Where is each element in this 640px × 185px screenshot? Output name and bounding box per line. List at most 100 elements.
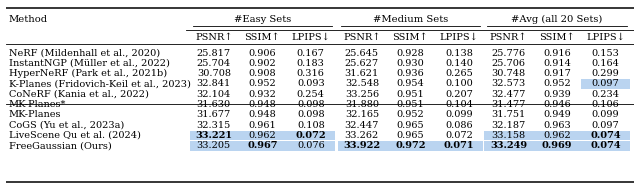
Text: 33.256: 33.256 bbox=[345, 90, 379, 99]
Text: InstantNGP (Müller et al., 2022): InstantNGP (Müller et al., 2022) bbox=[9, 59, 170, 68]
Text: 0.254: 0.254 bbox=[297, 90, 324, 99]
Text: K-Planes (Fridovich-Keil et al., 2023): K-Planes (Fridovich-Keil et al., 2023) bbox=[9, 79, 191, 88]
FancyBboxPatch shape bbox=[189, 141, 238, 151]
FancyBboxPatch shape bbox=[484, 131, 533, 140]
Text: 0.928: 0.928 bbox=[396, 49, 424, 58]
Text: 0.952: 0.952 bbox=[248, 79, 276, 88]
Text: 30.708: 30.708 bbox=[196, 69, 231, 78]
Text: 31.621: 31.621 bbox=[345, 69, 379, 78]
Text: 0.936: 0.936 bbox=[396, 69, 424, 78]
Text: 32.447: 32.447 bbox=[344, 121, 379, 130]
Text: 0.972: 0.972 bbox=[395, 141, 426, 150]
Text: 31.751: 31.751 bbox=[492, 110, 525, 119]
Text: 0.951: 0.951 bbox=[396, 100, 424, 109]
Text: 0.906: 0.906 bbox=[248, 49, 276, 58]
Text: 32.548: 32.548 bbox=[345, 79, 379, 88]
Text: 0.138: 0.138 bbox=[445, 49, 473, 58]
Text: 0.098: 0.098 bbox=[297, 110, 324, 119]
Text: 0.952: 0.952 bbox=[396, 110, 424, 119]
Text: 0.140: 0.140 bbox=[445, 59, 473, 68]
Text: MK-Planes*: MK-Planes* bbox=[9, 100, 67, 109]
Text: #Avg (all 20 Sets): #Avg (all 20 Sets) bbox=[511, 14, 603, 24]
FancyBboxPatch shape bbox=[484, 141, 533, 151]
Text: CoNeRF (Kania et al., 2022): CoNeRF (Kania et al., 2022) bbox=[9, 90, 148, 99]
Text: 0.100: 0.100 bbox=[445, 79, 473, 88]
FancyBboxPatch shape bbox=[581, 141, 630, 151]
Text: 0.946: 0.946 bbox=[543, 100, 571, 109]
Text: 32.841: 32.841 bbox=[196, 79, 231, 88]
Text: 0.076: 0.076 bbox=[297, 141, 324, 150]
Text: 32.187: 32.187 bbox=[492, 121, 525, 130]
Text: LPIPS↓: LPIPS↓ bbox=[586, 33, 625, 42]
Text: 0.072: 0.072 bbox=[445, 131, 473, 140]
Text: 0.098: 0.098 bbox=[297, 100, 324, 109]
Text: 0.106: 0.106 bbox=[592, 100, 620, 109]
Text: PSNR↑: PSNR↑ bbox=[490, 33, 527, 42]
Text: 0.099: 0.099 bbox=[445, 110, 472, 119]
Text: 0.916: 0.916 bbox=[543, 49, 571, 58]
Text: 0.316: 0.316 bbox=[297, 69, 324, 78]
Text: 32.477: 32.477 bbox=[492, 90, 526, 99]
Text: 33.205: 33.205 bbox=[196, 141, 231, 150]
FancyBboxPatch shape bbox=[435, 141, 483, 151]
FancyBboxPatch shape bbox=[533, 131, 581, 140]
Text: 0.914: 0.914 bbox=[543, 59, 571, 68]
Text: 33.158: 33.158 bbox=[492, 131, 525, 140]
Text: 0.965: 0.965 bbox=[397, 131, 424, 140]
Text: 0.099: 0.099 bbox=[592, 110, 620, 119]
Text: 0.949: 0.949 bbox=[543, 110, 571, 119]
Text: 0.954: 0.954 bbox=[396, 79, 424, 88]
Text: #Easy Sets: #Easy Sets bbox=[234, 15, 291, 23]
FancyBboxPatch shape bbox=[287, 141, 335, 151]
Text: 0.072: 0.072 bbox=[296, 131, 326, 140]
FancyBboxPatch shape bbox=[533, 141, 581, 151]
Text: 32.104: 32.104 bbox=[196, 90, 231, 99]
Text: 33.221: 33.221 bbox=[195, 131, 232, 140]
Text: 0.969: 0.969 bbox=[542, 141, 572, 150]
Text: HyperNeRF (Park et al., 2021b): HyperNeRF (Park et al., 2021b) bbox=[9, 69, 167, 78]
Text: 0.952: 0.952 bbox=[543, 79, 571, 88]
Text: 0.932: 0.932 bbox=[248, 90, 276, 99]
Text: 33.249: 33.249 bbox=[490, 141, 527, 150]
Text: 0.948: 0.948 bbox=[248, 110, 276, 119]
Text: 0.097: 0.097 bbox=[592, 121, 620, 130]
Text: CoGS (Yu et al., 2023a): CoGS (Yu et al., 2023a) bbox=[9, 121, 124, 130]
Text: 25.817: 25.817 bbox=[196, 49, 231, 58]
Text: 33.922: 33.922 bbox=[343, 141, 380, 150]
Text: 33.262: 33.262 bbox=[345, 131, 379, 140]
Text: 0.299: 0.299 bbox=[592, 69, 620, 78]
Text: FreeGaussian (Ours): FreeGaussian (Ours) bbox=[9, 141, 111, 150]
FancyBboxPatch shape bbox=[581, 131, 630, 140]
Text: 0.963: 0.963 bbox=[543, 121, 571, 130]
Text: 31.880: 31.880 bbox=[345, 100, 379, 109]
Text: 0.207: 0.207 bbox=[445, 90, 473, 99]
Text: 25.776: 25.776 bbox=[492, 49, 525, 58]
FancyBboxPatch shape bbox=[386, 141, 435, 151]
Text: 0.939: 0.939 bbox=[543, 90, 571, 99]
Text: Method: Method bbox=[9, 15, 48, 23]
Text: 0.967: 0.967 bbox=[247, 141, 278, 150]
Text: 32.315: 32.315 bbox=[196, 121, 231, 130]
Text: 0.265: 0.265 bbox=[445, 69, 473, 78]
Text: 0.930: 0.930 bbox=[396, 59, 424, 68]
FancyBboxPatch shape bbox=[189, 131, 238, 140]
Text: 25.706: 25.706 bbox=[492, 59, 525, 68]
Text: 0.074: 0.074 bbox=[590, 141, 621, 150]
Text: 0.086: 0.086 bbox=[445, 121, 472, 130]
Text: LPIPS↓: LPIPS↓ bbox=[440, 33, 478, 42]
Text: 0.167: 0.167 bbox=[297, 49, 324, 58]
Text: PSNR↑: PSNR↑ bbox=[195, 33, 232, 42]
FancyBboxPatch shape bbox=[581, 79, 630, 89]
Text: PSNR↑: PSNR↑ bbox=[343, 33, 381, 42]
Text: 0.093: 0.093 bbox=[297, 79, 324, 88]
Text: MK-Planes: MK-Planes bbox=[9, 110, 61, 119]
Text: 0.071: 0.071 bbox=[444, 141, 474, 150]
Text: 0.962: 0.962 bbox=[543, 131, 571, 140]
Text: 0.234: 0.234 bbox=[591, 90, 620, 99]
Text: 0.962: 0.962 bbox=[248, 131, 276, 140]
Text: 0.951: 0.951 bbox=[396, 90, 424, 99]
Text: NeRF (Mildenhall et al., 2020): NeRF (Mildenhall et al., 2020) bbox=[9, 49, 160, 58]
Text: 25.645: 25.645 bbox=[345, 49, 379, 58]
Text: 0.948: 0.948 bbox=[248, 100, 276, 109]
Text: 0.108: 0.108 bbox=[297, 121, 324, 130]
